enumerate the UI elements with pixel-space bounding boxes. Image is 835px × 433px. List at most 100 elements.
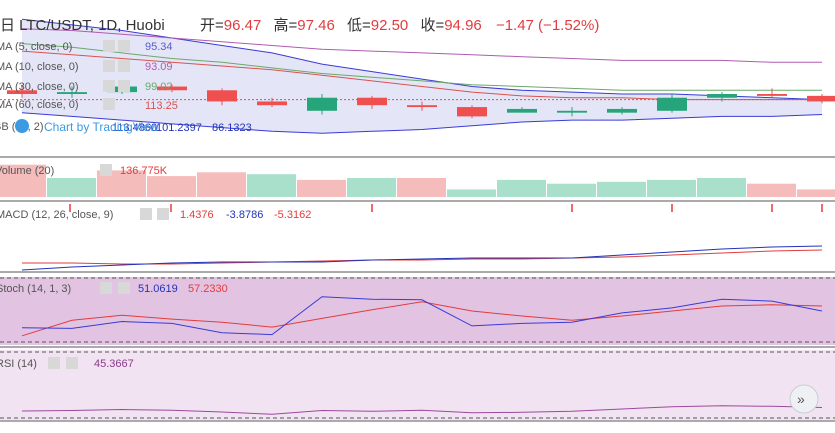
volume-bar <box>447 189 496 197</box>
high-label: 高= <box>273 17 297 34</box>
candle-body <box>807 95 835 102</box>
ma30-value: 99.02 <box>145 81 173 93</box>
rsi-settings-icon[interactable] <box>48 357 60 369</box>
close-value: 94.96 <box>444 17 482 34</box>
change-value: −1.47 (−1.52%) <box>496 17 599 34</box>
candle-body <box>507 108 537 113</box>
stoch-label: Stoch (14, 1, 3) <box>0 283 71 295</box>
stoch-k-value: 51.0619 <box>138 283 178 295</box>
ma60-settings-icon[interactable] <box>103 98 115 110</box>
chart-header: 日 LTC/USDT, 1D, Huobi 开=96.47 高=97.46 低=… <box>0 17 599 34</box>
low-label: 低= <box>347 17 371 34</box>
ma5-settings-icon[interactable] <box>103 40 115 52</box>
volume-bar <box>597 181 646 197</box>
candle-body <box>207 90 237 102</box>
bollinger-lower-line <box>21 112 823 134</box>
volume-value: 136.775K <box>120 165 168 177</box>
legend-ma30[interactable]: MA (30, close, 0) 99.02 <box>0 80 173 93</box>
svg-text:开=96.47 高=97.46 低=: 开=96.47 高=97.46 低=92.50 收=94.96 −1.47 (−… <box>200 17 599 34</box>
volume-bar <box>0 164 46 197</box>
macd-settings-icon[interactable] <box>140 208 152 220</box>
macd-signal-line <box>22 249 823 265</box>
volume-bar <box>697 178 746 197</box>
bb-lower-value: 86.1323 <box>212 122 252 134</box>
double-chevron-right-icon: » <box>797 391 805 407</box>
rsi-pane-background <box>0 350 835 420</box>
stoch-close-icon[interactable] <box>118 282 130 294</box>
ma30-close-icon[interactable] <box>118 80 130 92</box>
candle-body <box>607 108 637 113</box>
volume-bar <box>647 179 696 197</box>
legend-macd[interactable]: MACD (12, 26, close, 9) 1.4376 -3.8786 -… <box>0 208 311 221</box>
candle-body <box>257 101 287 106</box>
high-value: 97.46 <box>297 17 335 34</box>
scroll-to-latest-button[interactable]: » <box>789 384 819 414</box>
volume-bar <box>747 183 796 197</box>
ma5-close-icon[interactable] <box>118 40 130 52</box>
ma60-value: 113.25 <box>145 100 178 112</box>
close-label: 收= <box>420 17 444 34</box>
indicator-legend: MA (5, close, 0) 95.34 MA (10, close, 0)… <box>0 40 311 370</box>
ma30-label: MA (30, close, 0) <box>0 81 79 93</box>
candle-body <box>757 94 787 96</box>
legend-rsi[interactable]: RSI (14) 45.3667 <box>0 357 134 370</box>
legend-stoch[interactable]: Stoch (14, 1, 3) 51.0619 57.2330 <box>0 282 228 295</box>
rsi-label: RSI (14) <box>0 358 37 370</box>
stoch-d-value: 57.2330 <box>188 283 228 295</box>
stoch-pane <box>21 296 823 337</box>
rsi-close-icon[interactable] <box>66 357 78 369</box>
legend-ma10[interactable]: MA (10, close, 0) 93.09 <box>0 60 173 73</box>
ma10-settings-icon[interactable] <box>103 60 115 72</box>
candle-body <box>657 97 687 111</box>
legend-volume[interactable]: Volume (20) 136.775K <box>0 164 168 177</box>
bb-upper-value: 113.4860 <box>112 122 157 134</box>
macd-line <box>21 245 823 271</box>
macd-label: MACD (12, 26, close, 9) <box>0 209 113 221</box>
stoch-settings-icon[interactable] <box>100 282 112 294</box>
bb-mid-value: 101.2397 <box>156 122 202 134</box>
rsi-line <box>21 405 823 415</box>
rsi-pane <box>21 405 823 415</box>
candle-body <box>157 86 187 91</box>
legend-bb[interactable]: BB (20, 2) 113.4860 101.2397 86.1323 Cha… <box>0 119 252 134</box>
stoch-k-line <box>21 296 823 336</box>
ma5-value: 95.34 <box>145 41 173 53</box>
volume-bar <box>47 178 96 197</box>
candle-body <box>307 97 337 111</box>
volume-bar <box>347 178 396 197</box>
bollinger-band-fill <box>22 19 822 134</box>
ma30-settings-icon[interactable] <box>103 80 115 92</box>
macd-signal-value: -5.3162 <box>274 209 311 221</box>
candle-body <box>707 94 737 98</box>
volume-bar <box>547 183 596 197</box>
stoch-pane-background <box>0 277 835 345</box>
candle-body <box>7 90 37 94</box>
ma5-label: MA (5, close, 0) <box>0 41 72 53</box>
ma60-label: MA (60, close, 0) <box>0 99 79 111</box>
candle-body <box>557 110 587 113</box>
ma10-label: MA (10, close, 0) <box>0 61 79 73</box>
candle-body <box>407 105 437 108</box>
macd-close-icon[interactable] <box>157 208 169 220</box>
ma10-close-icon[interactable] <box>118 60 130 72</box>
volume-bar <box>147 176 196 197</box>
tradingview-cloud-icon <box>15 119 29 133</box>
legend-ma60[interactable]: MA (60, close, 0) 113.25 <box>0 98 178 112</box>
macd-pane <box>21 204 823 271</box>
open-label: 开= <box>200 17 224 34</box>
volume-bar <box>197 172 246 197</box>
stoch-d-line <box>21 301 823 337</box>
volume-bar <box>797 189 835 197</box>
ma10-value: 93.09 <box>145 61 173 73</box>
symbol-title[interactable]: 日 LTC/USDT, 1D, Huobi <box>0 17 165 34</box>
rsi-value: 45.3667 <box>94 358 134 370</box>
volume-settings-icon[interactable] <box>100 164 112 176</box>
ma10-line <box>21 28 822 63</box>
low-value: 92.50 <box>371 17 409 34</box>
candle-body <box>57 92 87 94</box>
legend-ma5[interactable]: MA (5, close, 0) 95.34 <box>0 40 173 53</box>
candle-body <box>357 97 387 106</box>
macd-line-value: -3.8786 <box>226 209 263 221</box>
ma30-line <box>21 43 822 91</box>
